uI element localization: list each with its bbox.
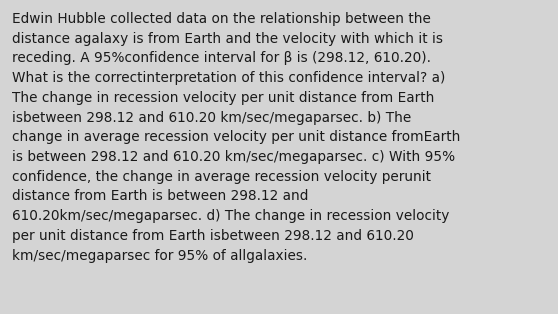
Text: Edwin Hubble collected data on the relationship between the
distance agalaxy is : Edwin Hubble collected data on the relat… xyxy=(12,12,460,263)
